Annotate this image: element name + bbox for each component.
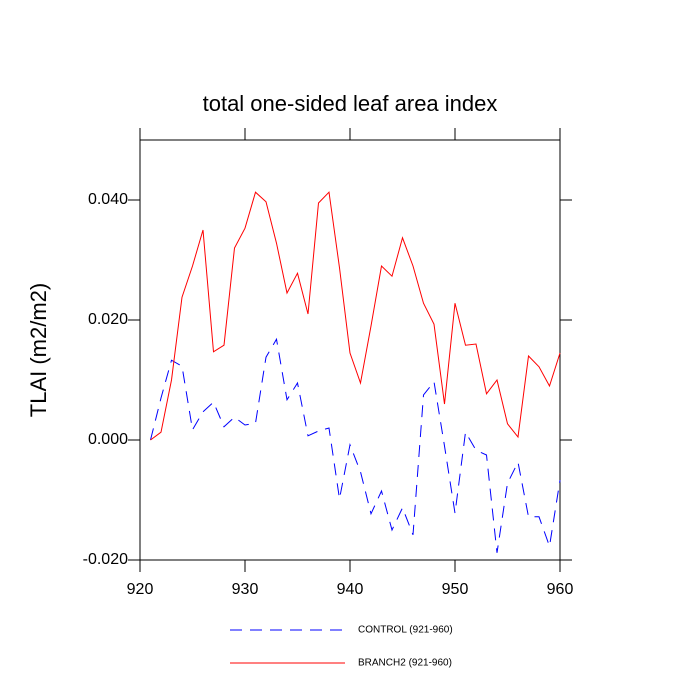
- y-tick-label: -0.020: [83, 551, 128, 568]
- legend-label: CONTROL (921-960): [358, 625, 453, 636]
- x-tick-label: 920: [127, 581, 154, 598]
- y-tick-label: 0.000: [88, 431, 128, 448]
- x-tick-label: 930: [232, 581, 259, 598]
- x-tick-label: 960: [547, 581, 574, 598]
- x-tick-label: 950: [442, 581, 469, 598]
- chart-title: total one-sided leaf area index: [203, 91, 498, 116]
- series-line: [150, 337, 561, 553]
- series-line: [150, 191, 561, 441]
- y-axis-label: TLAI (m2/m2): [26, 283, 51, 417]
- x-tick-label: 940: [337, 581, 364, 598]
- legend-label: BRANCH2 (921-960): [358, 658, 452, 669]
- y-tick-label: 0.020: [88, 311, 128, 328]
- y-tick-label: 0.040: [88, 191, 128, 208]
